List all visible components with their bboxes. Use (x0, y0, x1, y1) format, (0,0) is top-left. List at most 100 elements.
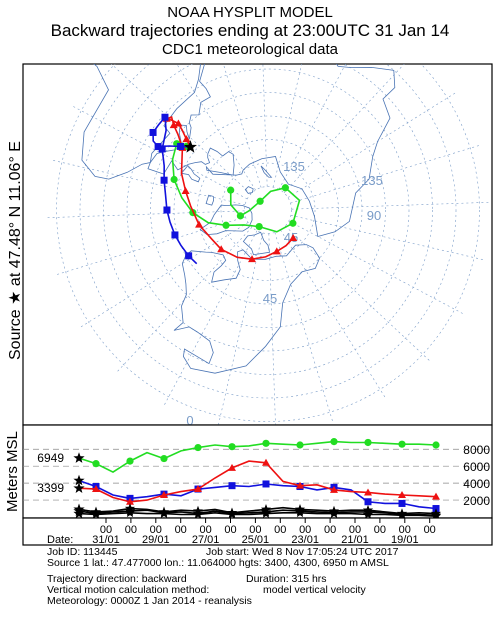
info-duration: Duration: 315 hrs (246, 573, 327, 585)
time-tick-label: 00 (349, 524, 361, 536)
height-series-black (78, 506, 437, 515)
coastline-africa (81, 64, 201, 180)
info-vertical-method: Vertical motion calculation method: (47, 584, 210, 596)
info-job-start: Job start: Wed 8 Nov 17:05:24 UTC 2017 (206, 546, 399, 558)
trajectory-marker-red (217, 245, 226, 253)
meridian-line (291, 201, 492, 210)
time-tick-label: 00 (125, 524, 137, 536)
date-label: 29/01 (142, 534, 170, 546)
height-marker-red (364, 488, 372, 496)
height-marker-green (126, 457, 134, 465)
time-tick-label: 00 (249, 524, 261, 536)
height-marker-green (296, 441, 304, 449)
info-job-id: Job ID: 113445 (47, 546, 118, 558)
meridian-line (115, 226, 253, 374)
height-marker-black (158, 508, 170, 519)
info-source: Source 1 lat.: 47.477000 lon.: 11.064000… (47, 557, 389, 569)
map-grid-label: 90 (367, 208, 381, 223)
trajectory-marker-green (227, 186, 235, 194)
latitude-circle (56, 64, 480, 422)
height-marker-green (160, 454, 168, 463)
height-series-black (78, 511, 437, 517)
title-line-3: CDC1 meteorological data (162, 41, 338, 58)
trajectory-marker-green (256, 197, 264, 205)
latitude-circle (173, 115, 363, 305)
meridian-line (287, 91, 458, 198)
height-marker-red (92, 485, 100, 493)
meridian-line (162, 230, 258, 408)
height-start-star (73, 507, 85, 519)
coastline-novaya (260, 165, 273, 178)
date-label: 31/01 (92, 534, 120, 546)
coastline-uk (180, 164, 201, 183)
height-marker-red (160, 490, 168, 498)
trajectory-marker-blue (154, 143, 162, 151)
trajectory-marker-red (174, 119, 183, 127)
trajectory-path-red (164, 115, 294, 261)
meridian-line (290, 214, 486, 261)
info-meteorology: Meteorology: 0000Z 1 Jan 2014 - reanalys… (47, 595, 252, 607)
height-marker-blue (262, 480, 270, 488)
height-marker-green (228, 443, 236, 451)
map-grid-label: 135 (283, 159, 305, 174)
height-marker-red (432, 492, 440, 500)
date-label: 19/01 (391, 534, 419, 546)
height-panel-frame (22, 424, 493, 519)
meridian-line (70, 104, 248, 200)
trajectory-marker-blue (163, 206, 171, 214)
latitude-circle (220, 162, 316, 258)
height-marker-red (398, 490, 406, 498)
height-marker-black (90, 509, 102, 519)
trajectory-marker-green (289, 219, 297, 227)
title-line-1: NOAA HYSPLIT MODEL (167, 4, 333, 21)
time-tick-label: 00 (175, 524, 187, 536)
trajectory-marker-red (272, 247, 281, 255)
height-tick-label: 8000 (463, 443, 490, 457)
time-tick-label: 00 (299, 524, 311, 536)
height-start-star (73, 452, 85, 463)
time-tick-label: 00 (150, 524, 162, 536)
latitude-circle (197, 139, 339, 281)
trajectory-marker-blue (177, 142, 185, 150)
height-marker-red (194, 485, 202, 493)
map-grid-label: 0 (186, 413, 193, 428)
height-marker-red (262, 458, 270, 466)
height-tick-label: 2000 (463, 494, 490, 508)
source-star (183, 140, 197, 153)
trajectory-marker-red (195, 220, 204, 228)
trajectory-marker-green (170, 175, 178, 184)
height-series-blue (78, 479, 437, 510)
meridian-line (44, 210, 245, 219)
height-tick-label: 4000 (463, 477, 490, 491)
height-marker-green (432, 441, 440, 449)
latitude-circle (244, 186, 292, 234)
trajectory-marker-red (248, 255, 257, 263)
map-grid-label: 45 (263, 291, 277, 306)
time-tick-label: 00 (224, 524, 236, 536)
height-marker-green (364, 438, 372, 447)
height-marker-black (192, 509, 204, 519)
height-tick-label: 6000 (463, 460, 490, 474)
height-marker-blue (398, 499, 406, 507)
time-tick-label: 00 (374, 524, 386, 536)
trajectory-marker-green (255, 222, 263, 231)
meridian-line (284, 225, 432, 363)
height-start-star (73, 482, 85, 494)
latitude-circle (150, 92, 386, 328)
map-grid-label: 135 (361, 173, 383, 188)
trajectory-marker-red (181, 186, 190, 194)
meridian-line (110, 64, 252, 195)
date-label: 25/01 (242, 534, 270, 546)
coastline-iceland (205, 194, 215, 206)
height-marker-green (330, 438, 338, 446)
trajectory-marker-blue (160, 176, 168, 184)
height-marker-green (398, 440, 406, 448)
trajectory-marker-green (236, 212, 245, 220)
trajectory-marker-red (289, 233, 298, 241)
coastline-svalbard (244, 186, 254, 194)
time-tick-label: 00 (100, 524, 112, 536)
time-tick-label: 00 (274, 524, 286, 536)
meridian-line (78, 222, 249, 329)
height-marker-red (296, 481, 304, 489)
time-axis-frame (22, 517, 493, 546)
